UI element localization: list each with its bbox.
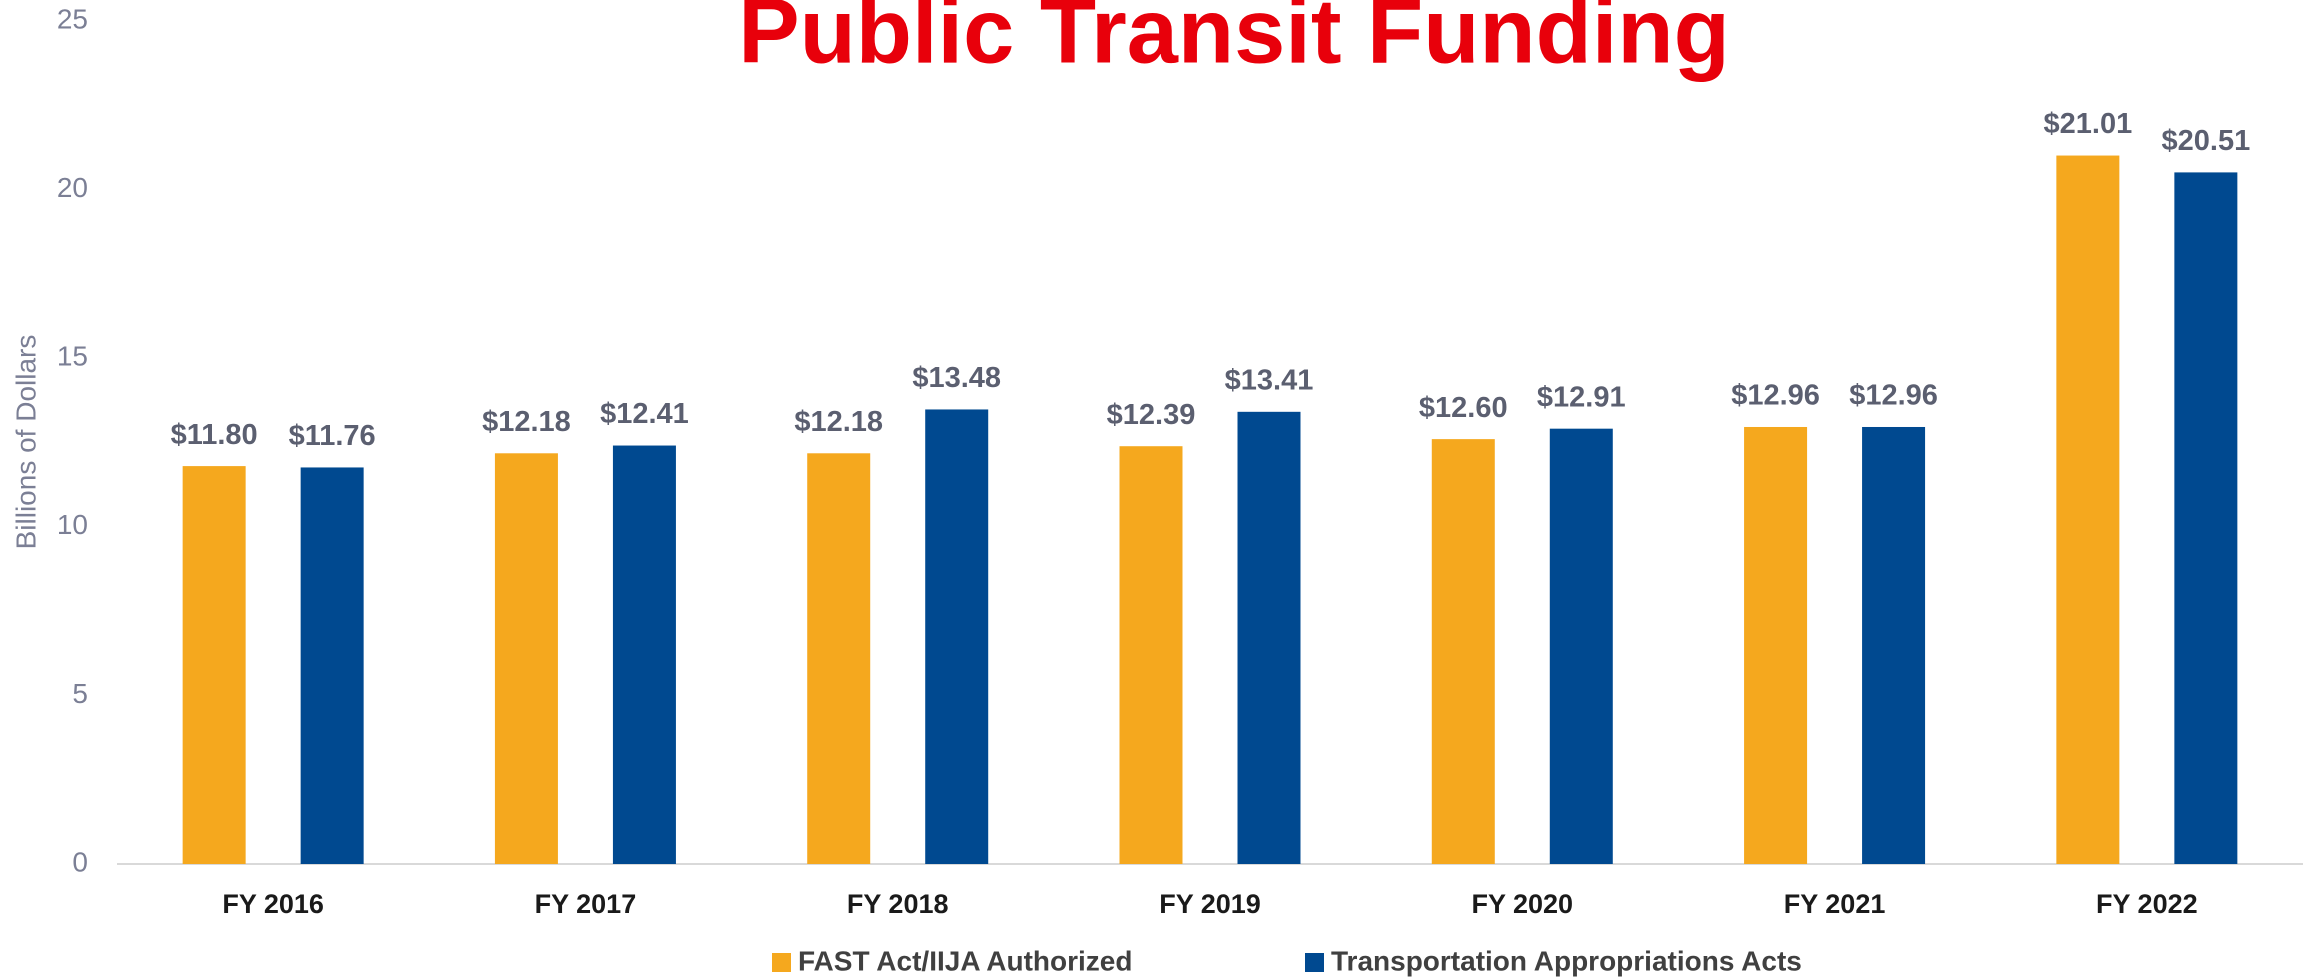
bar (2056, 155, 2120, 865)
data-label: $12.96 (1731, 380, 1820, 412)
bar (182, 466, 246, 864)
bar (925, 409, 989, 864)
bar (2174, 172, 2238, 864)
data-label: $11.80 (171, 419, 258, 451)
data-label: $13.48 (912, 362, 1001, 394)
data-label: $12.18 (482, 406, 571, 438)
x-tick-label: FY 2018 (847, 889, 949, 919)
x-tick-label: FY 2019 (1159, 889, 1261, 919)
legend-label: Transportation Appropriations Acts (1331, 945, 1802, 976)
data-label: $12.91 (1537, 381, 1626, 413)
bar (300, 467, 364, 864)
x-tick-label: FY 2022 (2096, 889, 2198, 919)
x-tick-label: FY 2017 (535, 889, 637, 919)
x-tick-label: FY 2021 (1784, 889, 1886, 919)
data-label: $12.18 (794, 406, 883, 438)
bar (1237, 411, 1301, 864)
x-tick-label: FY 2016 (222, 889, 324, 919)
bar (1119, 446, 1183, 864)
y-tick-label: 5 (72, 678, 88, 709)
bar (1862, 426, 1926, 864)
y-tick-label: 10 (57, 509, 88, 540)
bar (494, 453, 558, 864)
data-label: $12.60 (1419, 392, 1508, 424)
bar (1549, 428, 1613, 864)
y-tick-label: 25 (57, 3, 88, 34)
data-label: $20.51 (2162, 125, 2251, 157)
data-label: $12.39 (1107, 399, 1196, 431)
bar (1744, 426, 1808, 864)
data-label: $13.41 (1225, 364, 1314, 396)
y-tick-label: 0 (72, 846, 88, 877)
legend-label: FAST Act/IIJA Authorized (798, 945, 1132, 976)
bar (612, 445, 676, 864)
data-label: $12.96 (1849, 380, 1938, 412)
bar (1431, 439, 1495, 864)
data-label: $12.41 (600, 398, 689, 430)
chart-title: Public Transit Funding (738, 0, 1730, 82)
legend-swatch (1305, 953, 1324, 972)
legend-swatch (772, 953, 791, 972)
y-tick-label: 15 (57, 341, 88, 372)
data-label: $11.76 (289, 420, 376, 452)
x-tick-label: FY 2020 (1471, 889, 1573, 919)
bar (807, 453, 871, 864)
y-tick-label: 20 (57, 172, 88, 203)
data-label: $21.01 (2044, 108, 2133, 140)
y-axis-label: Billions of Dollars (10, 335, 41, 550)
